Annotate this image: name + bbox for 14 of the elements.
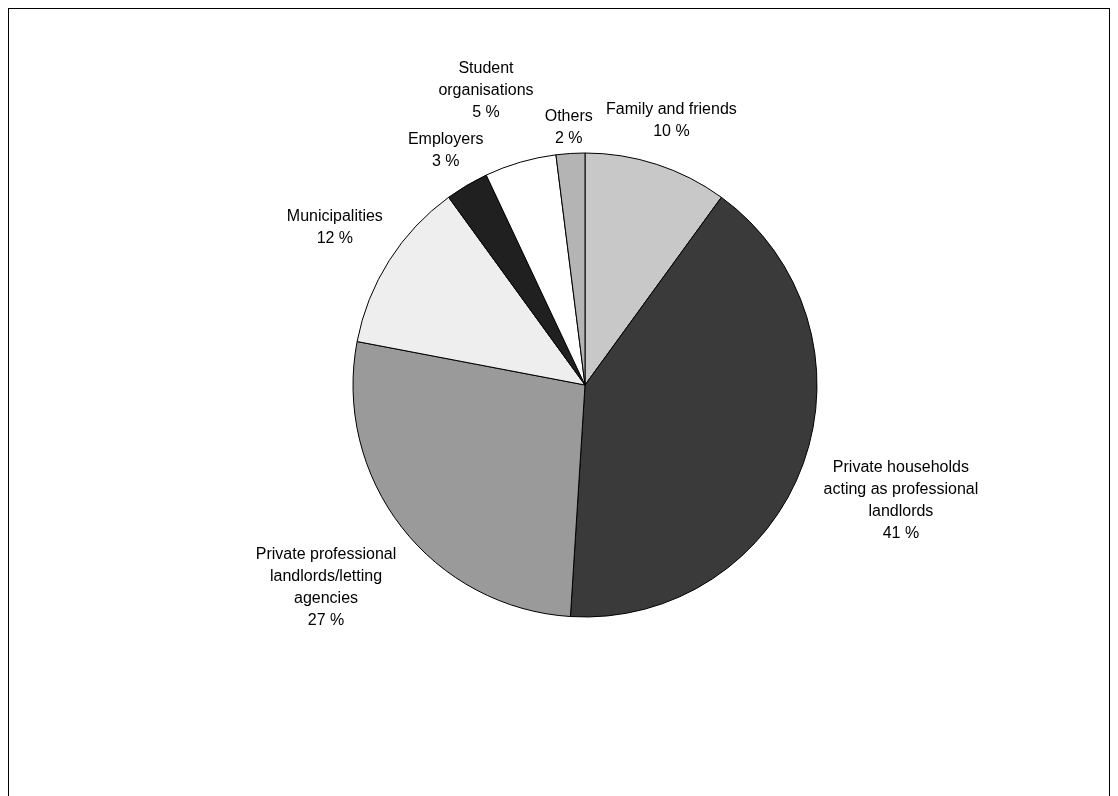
slice-label: Family and friends bbox=[606, 99, 737, 117]
data-label: 10 % bbox=[653, 121, 690, 139]
data-label: 27 % bbox=[307, 610, 345, 628]
slice-label: Student organisations bbox=[438, 58, 534, 98]
slice-label: Private professional landlords/letting agencies bbox=[255, 544, 397, 606]
data-label: 2 % bbox=[554, 129, 583, 147]
data-label: 41 % bbox=[882, 523, 920, 541]
data-label: 3 % bbox=[431, 152, 460, 170]
slice-label: Municipalities bbox=[286, 207, 383, 225]
slice-label: Private households acting as professional landlords bbox=[823, 457, 979, 519]
slice-label: Others bbox=[544, 107, 593, 125]
slice-label: Employers bbox=[407, 130, 484, 148]
data-label: 12 % bbox=[316, 229, 354, 247]
data-label: 5 % bbox=[472, 102, 500, 120]
